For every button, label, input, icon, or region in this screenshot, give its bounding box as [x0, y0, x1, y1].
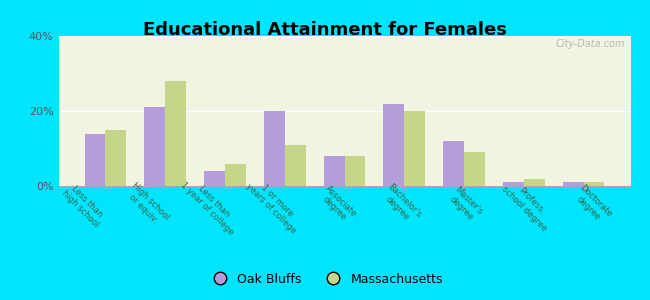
Bar: [524, 178, 545, 186]
Bar: [464, 152, 485, 186]
Text: High school
or equiv.: High school or equiv.: [123, 181, 171, 229]
Bar: [264, 111, 285, 186]
Text: Bachelor's
degree: Bachelor's degree: [379, 182, 424, 227]
Bar: [344, 156, 365, 186]
Text: Associate
degree: Associate degree: [317, 184, 359, 226]
Text: City-Data.com: City-Data.com: [555, 39, 625, 49]
Bar: [204, 171, 225, 186]
Text: Less than
high school: Less than high school: [60, 181, 107, 229]
Bar: [165, 81, 186, 186]
Bar: [84, 134, 105, 186]
Bar: [285, 145, 306, 186]
Bar: [503, 182, 524, 186]
Text: Doctorate
degree: Doctorate degree: [570, 183, 614, 226]
Bar: [404, 111, 425, 186]
Bar: [443, 141, 464, 186]
Text: 1 or more
years of college: 1 or more years of college: [244, 174, 305, 236]
Bar: [225, 164, 246, 186]
Text: Less than
1 year of college: Less than 1 year of college: [179, 173, 242, 237]
Bar: [384, 103, 404, 186]
Text: Master's
degree: Master's degree: [445, 185, 484, 224]
Text: Educational Attainment for Females: Educational Attainment for Females: [143, 21, 507, 39]
Text: Profess.
school degree: Profess. school degree: [500, 177, 556, 233]
Bar: [563, 182, 584, 186]
Bar: [105, 130, 126, 186]
Bar: [144, 107, 165, 186]
Bar: [324, 156, 344, 186]
Bar: [584, 182, 605, 186]
Legend: Oak Bluffs, Massachusetts: Oak Bluffs, Massachusetts: [202, 268, 448, 291]
